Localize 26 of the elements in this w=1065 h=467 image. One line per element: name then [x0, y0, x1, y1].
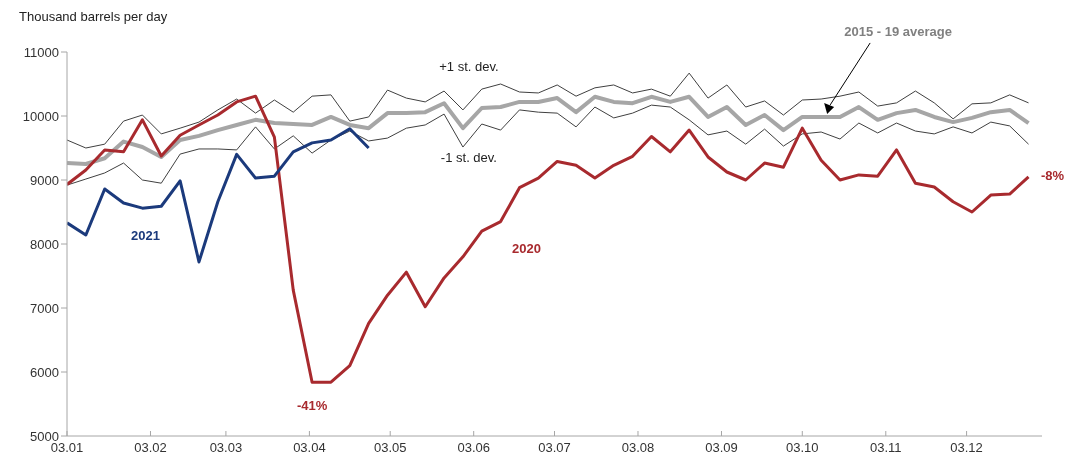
y-tick-label: 7000 — [30, 300, 59, 316]
y-tick-label: 8000 — [30, 236, 59, 252]
series-label: 2021 — [131, 228, 161, 244]
x-tick-label: 03.12 — [950, 440, 983, 456]
y-tick-label: 11000 — [23, 44, 59, 60]
y-tick-label: 9000 — [30, 172, 59, 188]
x-tick-label: 03.11 — [870, 440, 902, 456]
x-tick-label: 03.04 — [293, 440, 326, 456]
annotation: -8% — [1040, 168, 1065, 184]
x-tick-label: 03.03 — [209, 440, 243, 456]
y-axis-title: Thousand barrels per day — [19, 9, 168, 24]
line-series — [67, 127, 371, 264]
text: 2015 - 19 average — [844, 24, 952, 40]
x-tick-label: 03.02 — [134, 440, 167, 456]
x-tick-label: 03.05 — [373, 440, 407, 456]
y-tick-label: 10000 — [22, 108, 59, 124]
annotation: -41% — [296, 397, 328, 413]
x-tick-label: 03.08 — [621, 440, 655, 456]
series-label: -1 st. dev. — [440, 150, 497, 166]
x-tick-label: 03.09 — [705, 440, 738, 456]
x-tick-label: 03.10 — [786, 440, 819, 456]
series-label: 2020 — [512, 241, 541, 257]
y-tick-label: 6000 — [30, 364, 59, 380]
series-label: +1 st. dev. — [439, 59, 499, 75]
x-tick-label: 03.06 — [457, 440, 490, 456]
x-tick-label: 03.07 — [538, 440, 571, 456]
